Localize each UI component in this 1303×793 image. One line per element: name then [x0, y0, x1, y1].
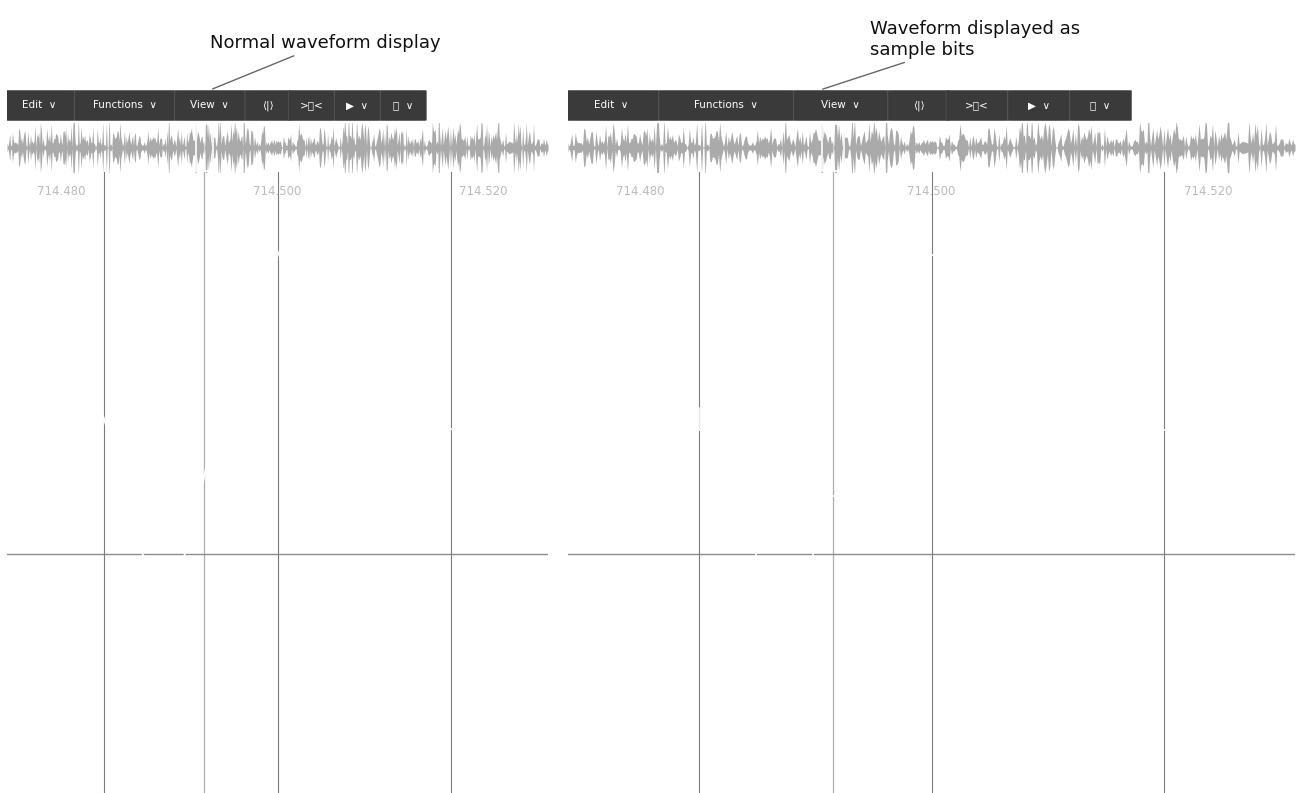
Text: Normal waveform display: Normal waveform display — [210, 34, 440, 89]
Text: 714.520: 714.520 — [1183, 186, 1233, 198]
FancyBboxPatch shape — [175, 90, 245, 121]
Text: 714.500: 714.500 — [253, 186, 302, 198]
FancyBboxPatch shape — [1007, 90, 1070, 121]
FancyBboxPatch shape — [659, 90, 794, 121]
Text: Waveform displayed as
sample bits: Waveform displayed as sample bits — [822, 20, 1080, 89]
Text: 714.500: 714.500 — [907, 186, 955, 198]
Text: ⟨|⟩: ⟨|⟩ — [262, 100, 274, 111]
FancyBboxPatch shape — [1070, 90, 1131, 121]
Text: View  ∨: View ∨ — [190, 101, 229, 110]
Text: ⟜  ∨: ⟜ ∨ — [1091, 101, 1110, 110]
FancyBboxPatch shape — [288, 90, 335, 121]
Text: 714.480: 714.480 — [616, 186, 665, 198]
Bar — [197, 125, 212, 170]
Text: ▶  ∨: ▶ ∨ — [1028, 101, 1050, 110]
Text: >⎸<: >⎸< — [966, 101, 989, 110]
FancyBboxPatch shape — [245, 90, 291, 121]
Bar — [822, 125, 844, 170]
FancyBboxPatch shape — [4, 90, 74, 121]
Text: Edit  ∨: Edit ∨ — [594, 101, 629, 110]
Text: ⟜  ∨: ⟜ ∨ — [394, 101, 413, 110]
FancyBboxPatch shape — [380, 90, 426, 121]
Text: 714.520: 714.520 — [459, 186, 507, 198]
FancyBboxPatch shape — [564, 90, 659, 121]
Text: Edit  ∨: Edit ∨ — [22, 101, 56, 110]
Text: >⎸<: >⎸< — [300, 101, 323, 110]
Text: View  ∨: View ∨ — [821, 101, 860, 110]
Text: ⟨|⟩: ⟨|⟩ — [913, 100, 925, 111]
Text: ▶  ∨: ▶ ∨ — [347, 101, 369, 110]
FancyBboxPatch shape — [794, 90, 887, 121]
Text: Functions  ∨: Functions ∨ — [694, 101, 758, 110]
FancyBboxPatch shape — [946, 90, 1007, 121]
FancyBboxPatch shape — [74, 90, 175, 121]
Text: 714.480: 714.480 — [36, 186, 86, 198]
FancyBboxPatch shape — [335, 90, 380, 121]
Text: Functions  ∨: Functions ∨ — [93, 101, 156, 110]
FancyBboxPatch shape — [887, 90, 950, 121]
